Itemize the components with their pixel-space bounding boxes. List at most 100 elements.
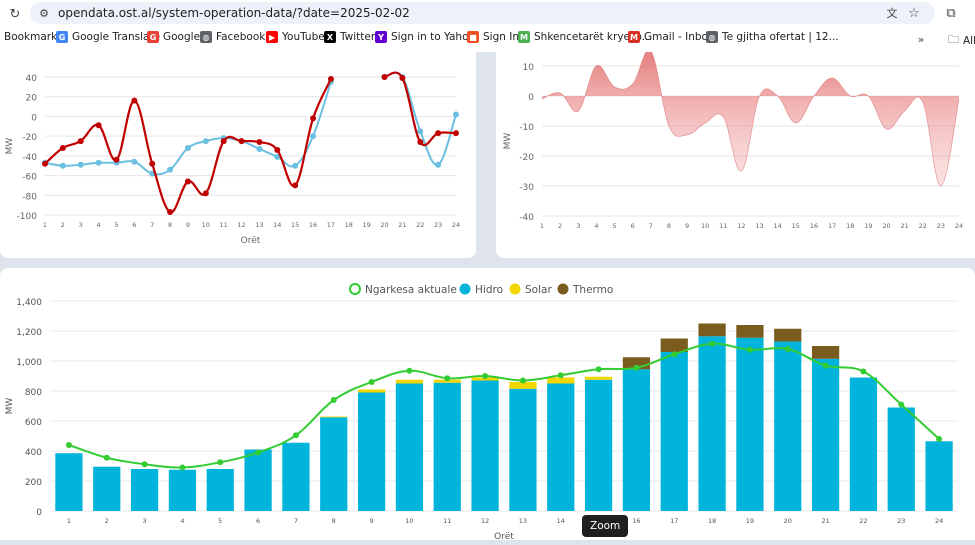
bookmark-item[interactable]: M Gmail - Inbox (628, 31, 714, 43)
x-tick-label: 23 (937, 222, 945, 230)
y-tick-label: -80 (22, 192, 37, 202)
x-tick-label: 7 (150, 221, 154, 229)
x-tick-label: 18 (846, 222, 854, 230)
y-tick-label: -40 (22, 153, 37, 163)
zoom-tooltip: Zoom (582, 515, 629, 537)
legend-marker (509, 283, 521, 295)
bar-hidro (547, 383, 575, 511)
x-tick-label: 9 (370, 517, 374, 525)
bookmark-item[interactable]: X Twitter (324, 31, 375, 43)
bar-hidro (93, 466, 121, 511)
x-tick-label: 2 (105, 517, 109, 525)
x-tick-label: 14 (273, 221, 281, 229)
y-tick-label: -20 (22, 133, 37, 143)
data-point (292, 182, 299, 189)
bar-hidro (130, 469, 159, 511)
x-tick-label: 18 (345, 221, 353, 229)
y-tick-label: 1,200 (16, 328, 42, 338)
legend-marker (349, 283, 361, 295)
all-bookmarks-folder[interactable]: 🗀 All (948, 31, 975, 50)
bar-hidro (584, 379, 613, 511)
bar-hidro (849, 377, 878, 511)
x-tick-label: 8 (667, 222, 671, 230)
x-tick-label: 22 (919, 222, 927, 230)
gmail-icon: M (628, 31, 640, 43)
data-point (435, 130, 442, 137)
bookmark-item[interactable]: ◍ Te gjitha ofertat | 12... (706, 31, 839, 43)
bookmark-label: Google (163, 31, 201, 43)
x-tick-label: 2 (61, 221, 65, 229)
x-tick-label: 13 (755, 222, 763, 230)
x-tick-label: 7 (649, 222, 653, 230)
load-point (482, 373, 489, 379)
area-outline (541, 49, 960, 187)
x-tick-label: 22 (859, 517, 867, 525)
star-icon[interactable]: ☆ (908, 5, 920, 21)
bookmark-label: Gmail - Inbox (644, 31, 714, 43)
bookmarks-bar: Bookmarks » 🗀 All G Google Translate G Goog… (0, 28, 975, 52)
bar-hidro (244, 449, 272, 511)
google-translate-icon: G (56, 31, 68, 43)
url-text[interactable]: opendata.ost.al/system-operation-data/?d… (58, 6, 410, 20)
legend-marker (557, 283, 569, 295)
y-axis-label: MW (5, 138, 15, 155)
bar-hidro (774, 341, 802, 511)
bar-thermo (774, 328, 802, 342)
x-tick-label: 8 (332, 517, 336, 525)
x-tick-label: 11 (443, 517, 451, 525)
x-tick-label: 3 (79, 221, 83, 229)
x-tick-label: 9 (186, 221, 190, 229)
y-tick-label: 20 (26, 94, 38, 104)
load-point (860, 368, 867, 375)
x-tick-label: 13 (519, 517, 527, 525)
x-tick-label: 13 (255, 221, 263, 229)
bookmark-item[interactable]: G Google (147, 31, 200, 43)
translate-icon[interactable]: 文 (886, 7, 898, 20)
folder-icon: 🗀 (948, 33, 959, 46)
extensions-icon[interactable]: ⧉ (946, 5, 956, 21)
x-tick-label: 19 (746, 517, 754, 525)
bar-hidro (887, 407, 915, 511)
load-point (557, 372, 564, 379)
bar-solar (395, 379, 424, 384)
data-point (113, 156, 120, 163)
series-line (384, 71, 457, 147)
y-tick-label: 0 (36, 508, 42, 518)
legend-marker (459, 283, 471, 295)
address-bar[interactable] (30, 2, 935, 24)
x-tick-label: 3 (143, 517, 147, 525)
bar-thermo (811, 346, 840, 359)
bar-hidro (168, 469, 197, 511)
bookmark-label: Twitter (340, 31, 376, 43)
data-point (292, 162, 299, 169)
y-tick-label: -20 (519, 153, 534, 163)
bar-hidro (55, 453, 83, 511)
bar-solar (320, 416, 348, 418)
bar-hidro (698, 336, 726, 511)
data-point (256, 145, 263, 152)
bookmark-item[interactable]: Y Sign in to Yahoo! (375, 31, 479, 43)
data-point (95, 159, 102, 166)
x-tick-label: 17 (327, 221, 335, 229)
x-tick-label: 16 (309, 221, 317, 229)
site-info-icon[interactable]: ⚙ (39, 6, 49, 20)
microsoft-icon: ■ (467, 31, 479, 43)
data-point (435, 161, 442, 168)
legend-label: Thermo (572, 284, 613, 296)
data-point (59, 162, 66, 169)
x-tick-label: 12 (737, 222, 745, 230)
data-point (381, 74, 388, 80)
data-point (131, 158, 138, 165)
bookmark-item[interactable]: M Shkencetarët kryeso... (518, 31, 652, 43)
bookmarks-label[interactable]: Bookmarks (4, 31, 63, 43)
bookmark-item[interactable]: G Google Translate (56, 31, 160, 43)
bookmark-item[interactable]: ▶ YouTube (266, 31, 325, 43)
bookmark-item[interactable]: ■ Sign In (467, 31, 519, 43)
load-line (68, 342, 940, 469)
x-tick-label: 1 (540, 222, 544, 230)
more-bookmarks-icon[interactable]: » (917, 32, 925, 46)
bookmark-item[interactable]: ◍ Facebook (200, 31, 265, 43)
chart-card-line: -100 -80 -60 -40 -20 0 20 40 1 2 3 4 5 6 7 8 9 10 11 12 13 14… (0, 52, 476, 258)
reload-icon[interactable]: ↻ (9, 6, 21, 22)
x-axis-label: Orët (494, 532, 514, 540)
